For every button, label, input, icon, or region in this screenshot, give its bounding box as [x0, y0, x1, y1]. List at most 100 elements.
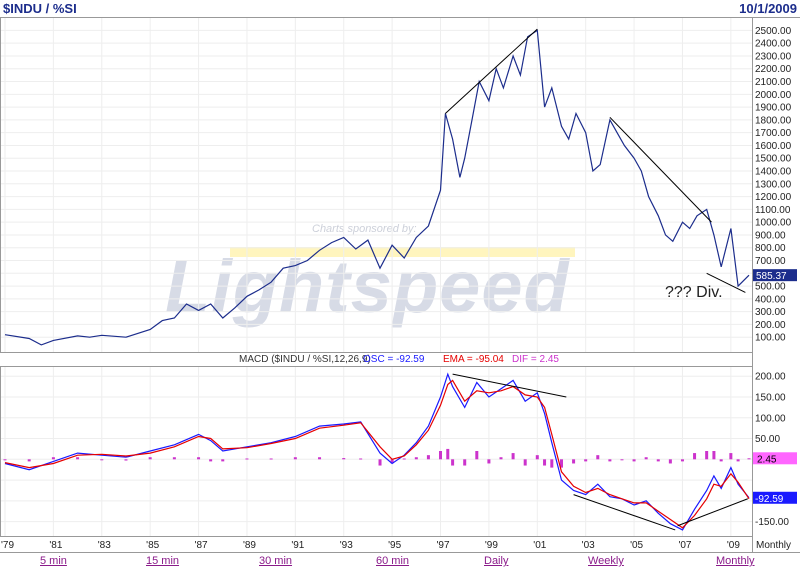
macd-histogram-bar [318, 457, 322, 460]
macd-histogram-bar [378, 459, 382, 466]
macd-histogram-bar [446, 448, 450, 460]
macd-histogram-bar [535, 455, 539, 460]
macd-layer [3, 372, 751, 531]
macd-histogram-bar [584, 459, 588, 462]
macd-histogram-bar [269, 458, 273, 460]
period-link-15-min[interactable]: 15 min [146, 555, 180, 567]
chart-symbol-title: $INDU / %SI [3, 1, 77, 16]
macd-trendline [677, 498, 748, 527]
macd-axis-label: 200.00 [755, 372, 786, 383]
price-axis-label: 1100.00 [755, 205, 791, 216]
macd-histogram-bar [463, 459, 467, 466]
osc-tag-box [753, 491, 797, 504]
price-axis-label: 1400.00 [755, 167, 792, 178]
price-axis-label: 2400.00 [755, 39, 792, 50]
macd-legend-title: MACD ($INDU / %SI,12,26,9) [239, 354, 371, 365]
year-axis-label: '79 [1, 540, 14, 551]
year-axis-label: '99 [485, 540, 498, 551]
price-axis-label: 1300.00 [755, 179, 792, 190]
year-axis-label: '97 [437, 540, 450, 551]
footer-period-label: Monthly [756, 540, 791, 551]
chart-date: 10/1/2009 [739, 1, 797, 16]
price-axis-label: 1900.00 [755, 103, 792, 114]
period-link-weekly[interactable]: Weekly [588, 555, 624, 567]
osc-tag-text: -92.59 [755, 494, 784, 505]
macd-histogram-bar [172, 457, 176, 460]
period-link-monthly[interactable]: Monthly [716, 555, 755, 567]
year-axis-label: '95 [388, 540, 401, 551]
macd-osc-line [4, 372, 750, 531]
year-axis-label: '03 [582, 540, 595, 551]
macd-histogram-bar [656, 459, 660, 462]
macd-histogram-bar [293, 457, 297, 460]
macd-legend-dif: DIF = 2.45 [512, 354, 559, 365]
macd-axis-label: 100.00 [755, 413, 786, 424]
price-axis-label: 2000.00 [755, 90, 792, 101]
macd-histogram-bar [572, 459, 576, 464]
year-axis-label: '89 [243, 540, 256, 551]
macd-histogram-bar [342, 458, 346, 460]
price-axis-label: 1500.00 [755, 154, 792, 165]
macd-histogram-bar [209, 459, 213, 462]
price-axis-label: 2200.00 [755, 64, 792, 75]
macd-legend: MACD ($INDU / %SI,12,26,9) OSC = -92.59 … [239, 354, 559, 365]
last-price-tag: 585.37 [753, 269, 797, 282]
macd-histogram-bar [729, 453, 733, 460]
period-link-30-min[interactable]: 30 min [259, 555, 293, 567]
macd-histogram-bar [680, 459, 684, 462]
macd-histogram-bar [390, 459, 394, 464]
price-series-line [4, 29, 750, 346]
macd-value-tags: 2.45 -92.59 [753, 452, 797, 505]
price-trendline [445, 28, 538, 114]
price-axis-label: 200.00 [755, 320, 786, 331]
price-axis-label: 300.00 [755, 307, 786, 318]
macd-histogram-bar [414, 457, 418, 460]
macd-histogram-bar [712, 451, 716, 460]
macd-histogram-bar [451, 459, 455, 466]
price-trendline [609, 116, 712, 223]
macd-histogram-bar [596, 455, 600, 460]
year-axis-label: '93 [340, 540, 353, 551]
dif-tag-text: 2.45 [757, 454, 777, 465]
period-link-60-min[interactable]: 60 min [376, 555, 410, 567]
year-axis-label: '91 [291, 540, 304, 551]
price-axis-label: 900.00 [755, 230, 786, 241]
watermark: Charts sponsored by: Lightspeed [165, 223, 575, 328]
macd-histogram-bar [747, 458, 751, 460]
macd-axis-label: -150.00 [755, 517, 789, 528]
macd-histogram-bar [559, 459, 563, 468]
price-axis-label: 100.00 [755, 333, 786, 344]
macd-axis-label: 150.00 [755, 393, 786, 404]
price-axis-label: 2100.00 [755, 77, 792, 88]
macd-trendline [573, 494, 676, 531]
macd-histogram-bar [475, 451, 479, 460]
price-axis-label: 1000.00 [755, 218, 792, 229]
price-axis-label: 500.00 [755, 282, 786, 293]
macd-histogram-bar [245, 458, 249, 460]
last-price-tag-box [753, 269, 797, 282]
price-axis-label: 800.00 [755, 243, 786, 254]
year-axis-label: '01 [533, 540, 546, 551]
macd-histogram-bar [620, 459, 624, 461]
macd-histogram-bar [439, 451, 443, 460]
macd-histogram-bar [487, 459, 491, 464]
period-link-daily[interactable]: Daily [484, 555, 509, 567]
macd-histogram-bar [359, 458, 363, 460]
macd-histogram-bar [148, 457, 152, 460]
macd-trendline [452, 373, 567, 398]
price-axis-label: 2500.00 [755, 26, 792, 37]
macd-histogram-bar [668, 459, 672, 464]
price-axis-label: 1600.00 [755, 141, 792, 152]
year-axis-label: '05 [630, 540, 643, 551]
macd-histogram-bar [100, 459, 104, 461]
price-axis-label: 2300.00 [755, 51, 792, 62]
macd-histogram-bar [705, 451, 709, 460]
macd-histogram-bar [499, 457, 503, 460]
year-axis-label: '83 [98, 540, 111, 551]
period-link-5-min[interactable]: 5 min [40, 555, 67, 567]
macd-histogram-bar [736, 459, 740, 462]
period-links: 5 min 15 min 30 min 60 min Daily Weekly … [0, 553, 800, 571]
macd-histogram-bar [221, 459, 225, 462]
